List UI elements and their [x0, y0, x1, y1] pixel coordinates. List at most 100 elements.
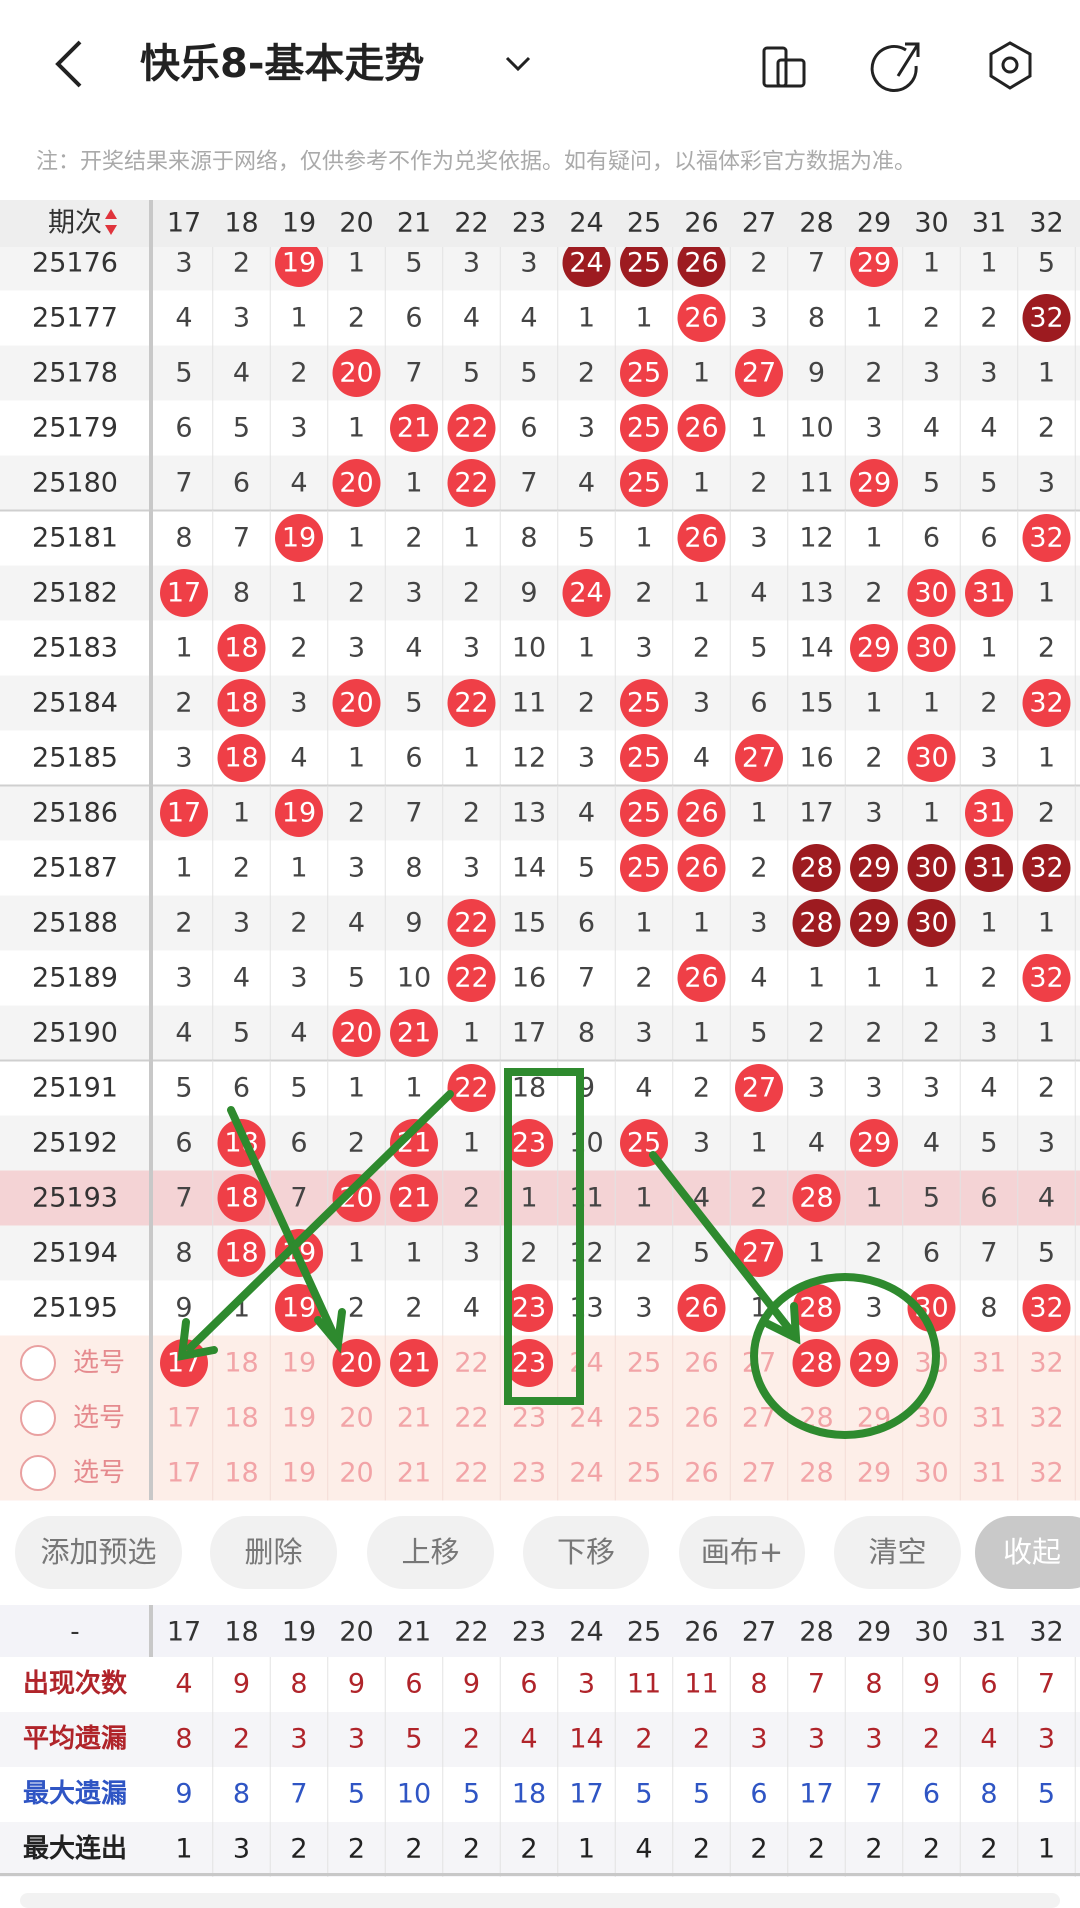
ball-number: 22: [454, 468, 488, 499]
toolbar-button-label[interactable]: 收起: [1003, 1535, 1061, 1569]
ball: [620, 789, 668, 837]
toolbar-button[interactable]: [834, 1516, 961, 1589]
selection-number[interactable]: 30: [914, 1403, 948, 1434]
selection-number[interactable]: 20: [339, 1458, 373, 1489]
selection-number[interactable]: 19: [282, 1458, 316, 1489]
selection-number[interactable]: 23: [512, 1403, 546, 1434]
selected-ball[interactable]: [505, 1339, 553, 1387]
selection-number[interactable]: 25: [627, 1403, 661, 1434]
selection-number[interactable]: 29: [857, 1458, 891, 1489]
stats-value: 9: [348, 1669, 365, 1700]
miss-count: 4: [405, 633, 422, 664]
selection-number[interactable]: 23: [512, 1348, 546, 1379]
toolbar-button-label[interactable]: 上移: [401, 1535, 459, 1569]
selection-number[interactable]: 31: [972, 1403, 1006, 1434]
back-button[interactable]: [55, 40, 82, 88]
selection-number[interactable]: 32: [1029, 1403, 1063, 1434]
period-header[interactable]: 期次: [48, 208, 102, 239]
miss-count: 4: [175, 1018, 192, 1049]
stats-row-bg: [0, 1712, 1080, 1767]
select-radio[interactable]: [20, 1455, 56, 1491]
selection-number[interactable]: 23: [512, 1458, 546, 1489]
selection-number[interactable]: 31: [972, 1348, 1006, 1379]
selection-number[interactable]: 24: [569, 1348, 603, 1379]
miss-count: 16: [799, 743, 833, 774]
toolbar-button[interactable]: [15, 1516, 182, 1589]
selection-number[interactable]: 22: [454, 1458, 488, 1489]
selection-number[interactable]: 26: [684, 1458, 718, 1489]
selection-number[interactable]: 21: [397, 1403, 431, 1434]
selection-number[interactable]: 30: [914, 1458, 948, 1489]
ball: [850, 1119, 898, 1167]
title-dropdown[interactable]: [505, 56, 531, 72]
selection-number[interactable]: 21: [397, 1458, 431, 1489]
selection-number[interactable]: 27: [742, 1458, 776, 1489]
ball: [965, 844, 1013, 892]
selection-number[interactable]: 18: [224, 1348, 258, 1379]
selection-number[interactable]: 20: [339, 1348, 373, 1379]
selection-number[interactable]: 24: [569, 1458, 603, 1489]
selection-number[interactable]: 26: [684, 1348, 718, 1379]
selection-number[interactable]: 27: [742, 1403, 776, 1434]
toolbar-button-label[interactable]: 清空: [868, 1535, 926, 1569]
selection-number[interactable]: 28: [799, 1348, 833, 1379]
select-radio[interactable]: [20, 1400, 56, 1436]
select-radio[interactable]: [20, 1345, 56, 1381]
selection-number[interactable]: 21: [397, 1348, 431, 1379]
ball-number: 26: [684, 798, 718, 829]
ball: [907, 569, 956, 617]
selection-number[interactable]: 32: [1029, 1458, 1063, 1489]
miss-count: 5: [693, 1238, 710, 1269]
selection-number[interactable]: 17: [167, 1458, 201, 1489]
stats-column-header: 23: [512, 1617, 546, 1648]
selection-number[interactable]: 25: [627, 1348, 661, 1379]
ball: [332, 459, 381, 507]
ball-number: 29: [857, 908, 891, 939]
miss-count: 12: [799, 523, 833, 554]
selected-ball[interactable]: [390, 1339, 438, 1387]
toolbar-button[interactable]: [975, 1516, 1080, 1589]
stats-value: 18: [512, 1779, 546, 1810]
miss-count: 8: [175, 523, 192, 554]
ball-number: 20: [339, 1018, 373, 1049]
selection-number[interactable]: 24: [569, 1403, 603, 1434]
selection-number[interactable]: 26: [684, 1403, 718, 1434]
settings-icon[interactable]: [989, 41, 1032, 90]
miss-count: 5: [923, 1183, 940, 1214]
row-bg: [0, 1170, 1080, 1226]
selected-ball[interactable]: [792, 1339, 841, 1387]
ball-number: 30: [914, 908, 948, 939]
selection-number[interactable]: 22: [454, 1348, 488, 1379]
device-icon[interactable]: [762, 46, 806, 88]
selection-number[interactable]: 19: [282, 1403, 316, 1434]
toolbar-button[interactable]: [210, 1516, 337, 1589]
selection-number[interactable]: 22: [454, 1403, 488, 1434]
selected-ball[interactable]: [332, 1339, 381, 1387]
selection-number[interactable]: 32: [1029, 1348, 1063, 1379]
toolbar-button[interactable]: [679, 1516, 805, 1589]
selection-number[interactable]: 19: [282, 1348, 316, 1379]
selection-number[interactable]: 20: [339, 1403, 373, 1434]
toolbar-button-label[interactable]: 删除: [244, 1535, 302, 1569]
toolbar-button-label[interactable]: 下移: [557, 1535, 615, 1569]
ball: [275, 1284, 323, 1332]
selection-number[interactable]: 25: [627, 1458, 661, 1489]
ball: [217, 679, 266, 727]
share-icon[interactable]: [870, 42, 920, 92]
toolbar-button-label[interactable]: 画布+: [701, 1535, 783, 1569]
toolbar-button-label[interactable]: 添加预选: [40, 1535, 156, 1569]
miss-count: 3: [865, 1293, 882, 1324]
toolbar-button[interactable]: [367, 1516, 494, 1589]
selection-number[interactable]: 18: [224, 1458, 258, 1489]
selection-number[interactable]: 18: [224, 1403, 258, 1434]
selection-number[interactable]: 29: [857, 1348, 891, 1379]
selection-number[interactable]: 31: [972, 1458, 1006, 1489]
selected-ball[interactable]: [850, 1339, 898, 1387]
miss-count: 2: [635, 578, 652, 609]
selection-number[interactable]: 17: [167, 1403, 201, 1434]
miss-count: 1: [693, 358, 710, 389]
selection-number[interactable]: 28: [799, 1458, 833, 1489]
miss-count: 1: [923, 798, 940, 829]
miss-count: 5: [463, 358, 480, 389]
toolbar-button[interactable]: [523, 1516, 649, 1589]
